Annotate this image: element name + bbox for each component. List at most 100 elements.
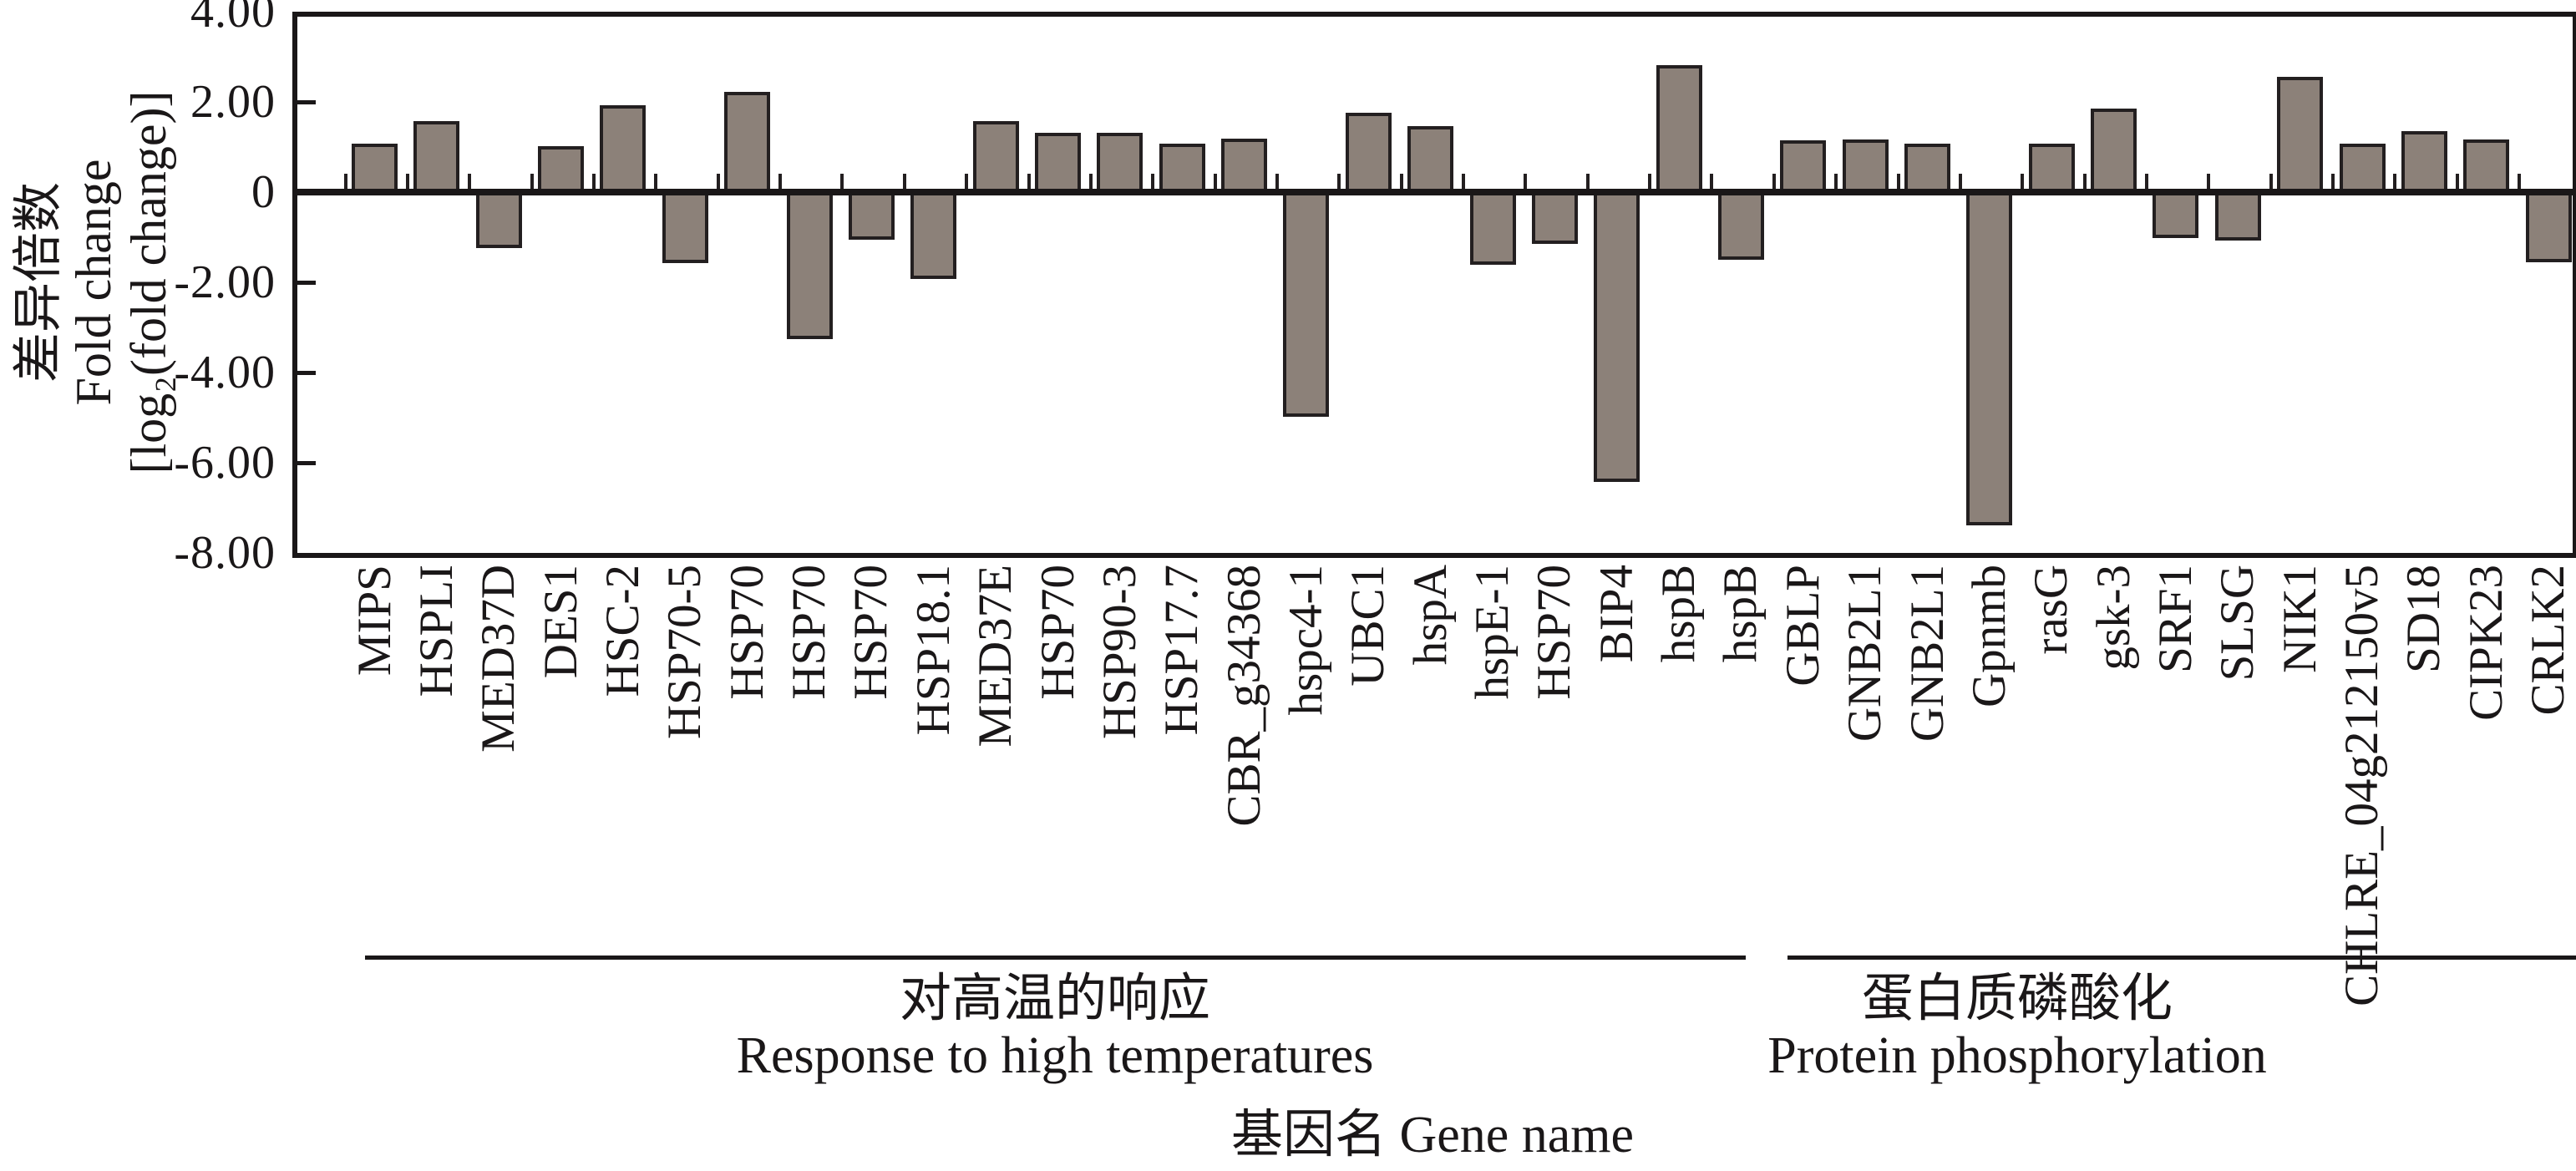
gene-label-text: rasG bbox=[2025, 565, 2078, 655]
gene-label: HSP18.1 bbox=[907, 565, 960, 735]
group-label-zh: 蛋白质磷酸化 bbox=[1861, 971, 2173, 1027]
gene-label: hspA bbox=[1404, 565, 1457, 665]
gene-label-text: GBLP bbox=[1776, 565, 1829, 687]
gene-label: HSP70 bbox=[1032, 565, 1084, 700]
bar bbox=[2525, 192, 2572, 262]
bar bbox=[972, 120, 1019, 192]
bar bbox=[2091, 108, 2137, 192]
bar bbox=[1966, 192, 2013, 525]
y-tick-label: -4.00 bbox=[174, 347, 276, 398]
x-tick-mark bbox=[1834, 174, 1838, 190]
x-tick-mark bbox=[2455, 174, 2459, 190]
gene-label-text: HSP17.7 bbox=[1155, 565, 1209, 736]
bar bbox=[1159, 144, 1205, 192]
y-tick-mark bbox=[297, 100, 316, 104]
x-tick-mark bbox=[778, 174, 782, 190]
bar bbox=[1469, 192, 1516, 265]
x-tick-mark bbox=[1648, 174, 1652, 190]
bar bbox=[600, 105, 647, 192]
x-tick-mark bbox=[405, 174, 409, 190]
gene-label: HSC-2 bbox=[596, 565, 649, 697]
gene-label: UBC1 bbox=[1341, 565, 1394, 687]
gene-label: CHLRE_04g212150v5 bbox=[2335, 565, 2388, 1006]
x-tick-mark bbox=[1896, 174, 1900, 190]
gene-label-text: HSP70 bbox=[783, 565, 835, 700]
y-tick-label: -2.00 bbox=[174, 256, 276, 308]
bar bbox=[2153, 192, 2199, 239]
gene-label: CIPK23 bbox=[2460, 565, 2513, 721]
gene-label-text: HSC-2 bbox=[596, 565, 649, 697]
x-tick-mark bbox=[1337, 174, 1341, 190]
group-label-en: Response to high temperatures bbox=[736, 1027, 1374, 1084]
gene-label-text: SRF1 bbox=[2148, 565, 2202, 673]
x-tick-mark bbox=[2082, 174, 2087, 190]
gene-label-text: CRLK2 bbox=[2522, 565, 2575, 716]
x-tick-mark bbox=[2393, 174, 2397, 190]
gene-label: Gpnmb bbox=[1963, 565, 2016, 707]
group-label: 蛋白质磷酸化 Protein phosphorylation bbox=[1767, 971, 2267, 1084]
gene-label-text: HSP70-5 bbox=[658, 565, 712, 740]
x-tick-mark bbox=[2021, 174, 2025, 190]
bar bbox=[910, 192, 957, 279]
x-axis-title: 基因名 Gene name bbox=[1230, 1107, 1635, 1163]
gene-label-text: hspA bbox=[1403, 565, 1457, 666]
bar bbox=[413, 120, 460, 192]
gene-label-text: hspB bbox=[1714, 565, 1767, 663]
gene-label-text: HSPLI bbox=[409, 565, 463, 697]
y-tick-label: -8.00 bbox=[174, 527, 276, 579]
x-tick-mark bbox=[2518, 174, 2522, 190]
x-tick-mark bbox=[530, 174, 534, 190]
bar bbox=[1656, 64, 1702, 192]
gene-label: SRF1 bbox=[2149, 565, 2202, 673]
gene-label-text: SD18 bbox=[2397, 565, 2451, 673]
plot-area bbox=[292, 12, 2576, 558]
x-tick-mark bbox=[1275, 174, 1279, 190]
bar bbox=[2339, 144, 2386, 192]
gene-label: CRLK2 bbox=[2522, 565, 2574, 716]
gene-label-text: HSP18.1 bbox=[906, 565, 960, 736]
gene-label: MED37E bbox=[969, 565, 1022, 747]
bar bbox=[538, 145, 585, 192]
x-tick-mark bbox=[654, 174, 658, 190]
bar bbox=[1345, 113, 1392, 192]
bar bbox=[2463, 139, 2510, 192]
gene-label: GNB2L1 bbox=[1901, 565, 1954, 742]
x-tick-mark bbox=[1462, 174, 1465, 190]
gene-label-text: HSP70 bbox=[844, 565, 898, 700]
bar bbox=[724, 91, 771, 192]
x-tick-mark bbox=[840, 174, 844, 190]
y-tick-mark bbox=[297, 281, 316, 285]
bar bbox=[2028, 144, 2075, 192]
gene-label: BIP4 bbox=[1590, 565, 1643, 662]
gene-label: HSP70 bbox=[721, 565, 773, 700]
x-tick-mark bbox=[1027, 174, 1031, 190]
bar bbox=[1035, 133, 1081, 192]
gene-label-text: MED37E bbox=[969, 565, 1022, 748]
bar bbox=[1904, 144, 1950, 192]
gene-label: CBR_g34368 bbox=[1218, 565, 1270, 827]
gene-label-text: DES1 bbox=[534, 565, 587, 679]
bar bbox=[352, 143, 398, 192]
bar bbox=[2214, 192, 2261, 241]
gene-label: HSP70 bbox=[844, 565, 897, 700]
gene-label-text: HSP70 bbox=[720, 565, 773, 700]
x-tick-mark bbox=[1772, 174, 1776, 190]
bar bbox=[1842, 139, 1889, 192]
x-tick-mark bbox=[1151, 174, 1155, 190]
gene-label: NIK1 bbox=[2274, 565, 2326, 673]
bar bbox=[2401, 130, 2447, 192]
bar bbox=[1283, 192, 1330, 417]
gene-label-text: MED37D bbox=[472, 565, 525, 753]
gene-label: GNB2L1 bbox=[1838, 565, 1891, 742]
x-tick-mark bbox=[468, 174, 472, 190]
gene-label: HSP90-3 bbox=[1093, 565, 1146, 739]
bar bbox=[662, 192, 708, 264]
gene-label-text: BIP4 bbox=[1590, 565, 1643, 663]
bar bbox=[1594, 192, 1640, 482]
x-tick-mark bbox=[902, 174, 906, 190]
gene-label-text: NIK1 bbox=[2273, 565, 2326, 673]
gene-label-text: MIPS bbox=[347, 565, 401, 677]
y-tick-mark bbox=[297, 371, 316, 375]
group-underline bbox=[365, 956, 1746, 960]
